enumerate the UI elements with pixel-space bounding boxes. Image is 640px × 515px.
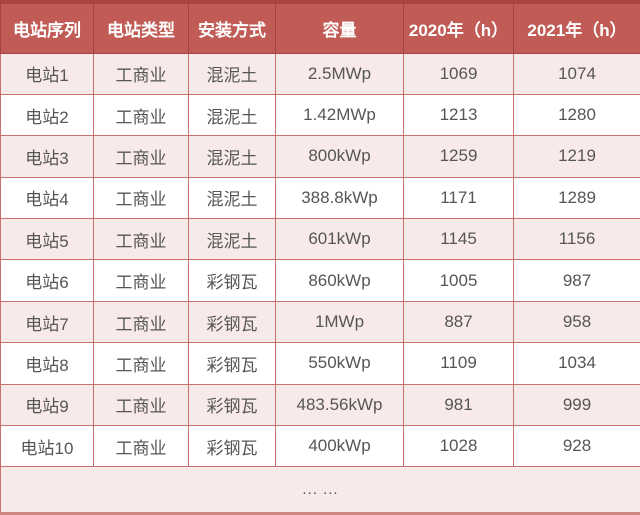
- cell-install-method: 混泥土: [188, 176, 276, 220]
- cell-install-method: 彩钢瓦: [188, 300, 276, 344]
- table-row: 电站5 工商业 混泥土 601kWp 1145 1156: [0, 218, 640, 261]
- cell-2021-hours: 1289: [513, 176, 640, 220]
- cell-2020-hours: 1259: [403, 135, 514, 178]
- cell-2021-hours: 1034: [513, 342, 640, 385]
- table-row: 电站6 工商业 彩钢瓦 860kWp 1005 987: [0, 259, 640, 302]
- cell-station-id: 电站4: [0, 176, 94, 220]
- cell-capacity: 860kWp: [275, 259, 404, 302]
- table-row: 电站7 工商业 彩钢瓦 1MWp 887 958: [0, 300, 640, 344]
- cell-2021-hours: 1156: [513, 218, 640, 261]
- cell-station-id: 电站3: [0, 135, 94, 178]
- cell-station-id: 电站2: [0, 93, 94, 137]
- cell-2021-hours: 1219: [513, 135, 640, 178]
- ellipsis-row: ... ...: [0, 466, 640, 514]
- cell-capacity: 601kWp: [275, 218, 404, 261]
- cell-station-id: 电站5: [0, 218, 94, 261]
- cell-2021-hours: 999: [513, 383, 640, 427]
- cell-station-id: 电站10: [0, 425, 94, 468]
- cell-2020-hours: 1145: [403, 218, 514, 261]
- table-header: 电站序列 电站类型 安装方式 容量 2020年（h） 2021年（h）: [0, 2, 640, 54]
- cell-station-type: 工商业: [93, 176, 189, 220]
- cell-2020-hours: 887: [403, 300, 514, 344]
- cell-install-method: 彩钢瓦: [188, 383, 276, 427]
- col-header-install-method: 安装方式: [188, 2, 276, 54]
- cell-2021-hours: 928: [513, 425, 640, 468]
- cell-station-type: 工商业: [93, 218, 189, 261]
- col-header-2020-hours: 2020年（h）: [403, 2, 514, 54]
- cell-2020-hours: 1171: [403, 176, 514, 220]
- cell-2021-hours: 1074: [513, 52, 640, 95]
- cell-capacity: 400kWp: [275, 425, 404, 468]
- table-row: 电站9 工商业 彩钢瓦 483.56kWp 981 999: [0, 383, 640, 427]
- cell-station-id: 电站7: [0, 300, 94, 344]
- cell-2020-hours: 1213: [403, 93, 514, 137]
- col-header-station-id: 电站序列: [0, 2, 94, 54]
- cell-station-type: 工商业: [93, 342, 189, 385]
- cell-station-type: 工商业: [93, 383, 189, 427]
- cell-install-method: 混泥土: [188, 93, 276, 137]
- cell-capacity: 1MWp: [275, 300, 404, 344]
- cell-station-type: 工商业: [93, 135, 189, 178]
- cell-install-method: 混泥土: [188, 218, 276, 261]
- cell-station-id: 电站1: [0, 52, 94, 95]
- table-body: 电站1 工商业 混泥土 2.5MWp 1069 1074 电站2 工商业 混泥土…: [0, 52, 640, 514]
- cell-2020-hours: 1005: [403, 259, 514, 302]
- table-row: 电站1 工商业 混泥土 2.5MWp 1069 1074: [0, 52, 640, 95]
- cell-install-method: 彩钢瓦: [188, 342, 276, 385]
- cell-station-type: 工商业: [93, 93, 189, 137]
- cell-install-method: 彩钢瓦: [188, 425, 276, 468]
- cell-install-method: 彩钢瓦: [188, 259, 276, 302]
- header-row: 电站序列 电站类型 安装方式 容量 2020年（h） 2021年（h）: [0, 2, 640, 54]
- cell-2020-hours: 981: [403, 383, 514, 427]
- cell-capacity: 483.56kWp: [275, 383, 404, 427]
- cell-station-type: 工商业: [93, 300, 189, 344]
- table-row: 电站4 工商业 混泥土 388.8kWp 1171 1289: [0, 176, 640, 220]
- col-header-station-type: 电站类型: [93, 2, 189, 54]
- cell-station-type: 工商业: [93, 425, 189, 468]
- cell-install-method: 混泥土: [188, 52, 276, 95]
- cell-capacity: 2.5MWp: [275, 52, 404, 95]
- col-header-2021-hours: 2021年（h）: [513, 2, 640, 54]
- cell-capacity: 388.8kWp: [275, 176, 404, 220]
- cell-station-type: 工商业: [93, 259, 189, 302]
- table-row: 电站10 工商业 彩钢瓦 400kWp 1028 928: [0, 425, 640, 468]
- cell-2020-hours: 1109: [403, 342, 514, 385]
- table-row: 电站2 工商业 混泥土 1.42MWp 1213 1280: [0, 93, 640, 137]
- cell-station-id: 电站8: [0, 342, 94, 385]
- cell-2020-hours: 1028: [403, 425, 514, 468]
- cell-capacity: 800kWp: [275, 135, 404, 178]
- table-row: 电站3 工商业 混泥土 800kWp 1259 1219: [0, 135, 640, 178]
- cell-install-method: 混泥土: [188, 135, 276, 178]
- cell-2021-hours: 958: [513, 300, 640, 344]
- col-header-capacity: 容量: [275, 2, 404, 54]
- ellipsis-cell: ... ...: [0, 466, 640, 514]
- table-row: 电站8 工商业 彩钢瓦 550kWp 1109 1034: [0, 342, 640, 385]
- cell-station-id: 电站6: [0, 259, 94, 302]
- cell-2020-hours: 1069: [403, 52, 514, 95]
- cell-station-id: 电站9: [0, 383, 94, 427]
- cell-2021-hours: 987: [513, 259, 640, 302]
- cell-capacity: 1.42MWp: [275, 93, 404, 137]
- cell-capacity: 550kWp: [275, 342, 404, 385]
- cell-station-type: 工商业: [93, 52, 189, 95]
- cell-2021-hours: 1280: [513, 93, 640, 137]
